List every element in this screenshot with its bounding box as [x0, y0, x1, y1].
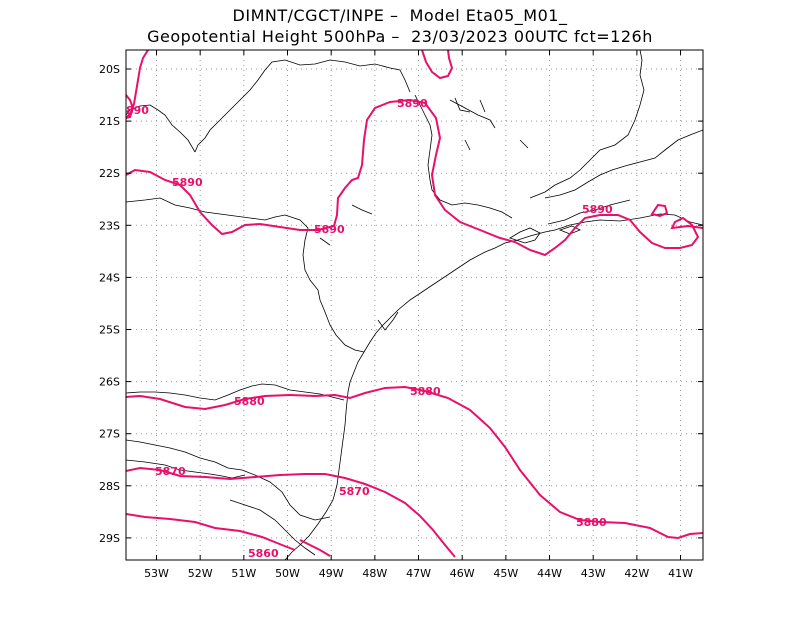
- state-border-mg-sp: [126, 197, 309, 229]
- contour-labels: 5890 5890 5890 5890 890 5880 5880 5880 5…: [126, 97, 613, 560]
- contour-label: 5870: [339, 485, 370, 498]
- lon-label: 53W: [144, 567, 169, 580]
- coastline-islands: [509, 225, 581, 244]
- state-border-rj-mg: [544, 129, 703, 199]
- lon-label: 43W: [581, 567, 606, 580]
- longitude-labels: 53W 52W 51W 50W 49W 48W 47W 46W 45W 44W 43W 42W 41W: [144, 567, 693, 580]
- contour-label: 5870: [155, 465, 186, 478]
- lon-label: 49W: [319, 567, 344, 580]
- lakes: [319, 97, 529, 331]
- lon-label: 46W: [450, 567, 475, 580]
- contour-5890-main: [126, 98, 703, 257]
- height-contours: [126, 50, 703, 558]
- contour-5890-nw: [126, 50, 149, 119]
- lon-label: 47W: [406, 567, 431, 580]
- contour-label: 5890: [314, 223, 345, 236]
- lat-label: 24S: [99, 271, 120, 284]
- contour-label: 5880: [576, 516, 607, 529]
- lon-label: 44W: [537, 567, 562, 580]
- state-border-river: [126, 104, 196, 153]
- coastline: [284, 213, 703, 560]
- sc-rs-border: [126, 439, 331, 521]
- lat-label: 20S: [99, 63, 120, 76]
- state-border-sp-rj: [414, 94, 513, 219]
- lon-label: 41W: [668, 567, 693, 580]
- lat-label: 22S: [99, 167, 120, 180]
- lon-label: 51W: [231, 567, 256, 580]
- lon-label: 45W: [493, 567, 518, 580]
- chart-subtitle: Geopotential Height 500hPa – 23/03/2023 …: [147, 27, 653, 46]
- contour-5870: [126, 466, 456, 558]
- contour-5890-blob: [650, 203, 669, 218]
- grid-lines: [126, 50, 703, 560]
- rs-inner: [229, 499, 316, 556]
- lat-label: 29S: [99, 532, 120, 545]
- contour-5890-nw-edge: [126, 94, 135, 119]
- state-border-es: [529, 50, 645, 199]
- lon-label: 52W: [188, 567, 213, 580]
- rj-coast-inner: [547, 199, 631, 225]
- lon-label: 42W: [624, 567, 649, 580]
- axis-ticks: [126, 50, 703, 560]
- latitude-labels: 20S 21S 22S 23S 24S 25S 26S 27S 28S 29S: [99, 63, 120, 545]
- map-frame: [125, 49, 704, 561]
- chart-title: DIMNT/CGCT/INPE – Model Eta05_M01_: [232, 6, 568, 25]
- lat-label: 21S: [99, 115, 120, 128]
- rs-border-south: [126, 459, 246, 479]
- coastline-and-borders: [126, 50, 703, 560]
- contour-label: 5860: [248, 547, 279, 560]
- contour-label: 5880: [234, 395, 265, 408]
- contour-label: 890: [126, 104, 149, 117]
- contour-5860-b: [299, 539, 331, 557]
- lat-label: 23S: [99, 219, 120, 232]
- lat-label: 26S: [99, 376, 120, 389]
- contour-5860: [126, 513, 296, 551]
- contour-label: 5880: [410, 385, 441, 398]
- lat-label: 27S: [99, 428, 120, 441]
- contour-label: 5890: [172, 176, 203, 189]
- state-border-north: [194, 59, 411, 153]
- contour-5880: [126, 385, 703, 540]
- parana-border: [302, 227, 365, 353]
- lon-label: 48W: [362, 567, 387, 580]
- contour-5890-ne: [421, 50, 454, 80]
- lon-label: 50W: [275, 567, 300, 580]
- contour-label: 5890: [397, 97, 428, 110]
- lat-label: 25S: [99, 324, 120, 337]
- pr-sc-border: [126, 383, 345, 401]
- lat-label: 28S: [99, 480, 120, 493]
- contour-label: 5890: [582, 203, 613, 216]
